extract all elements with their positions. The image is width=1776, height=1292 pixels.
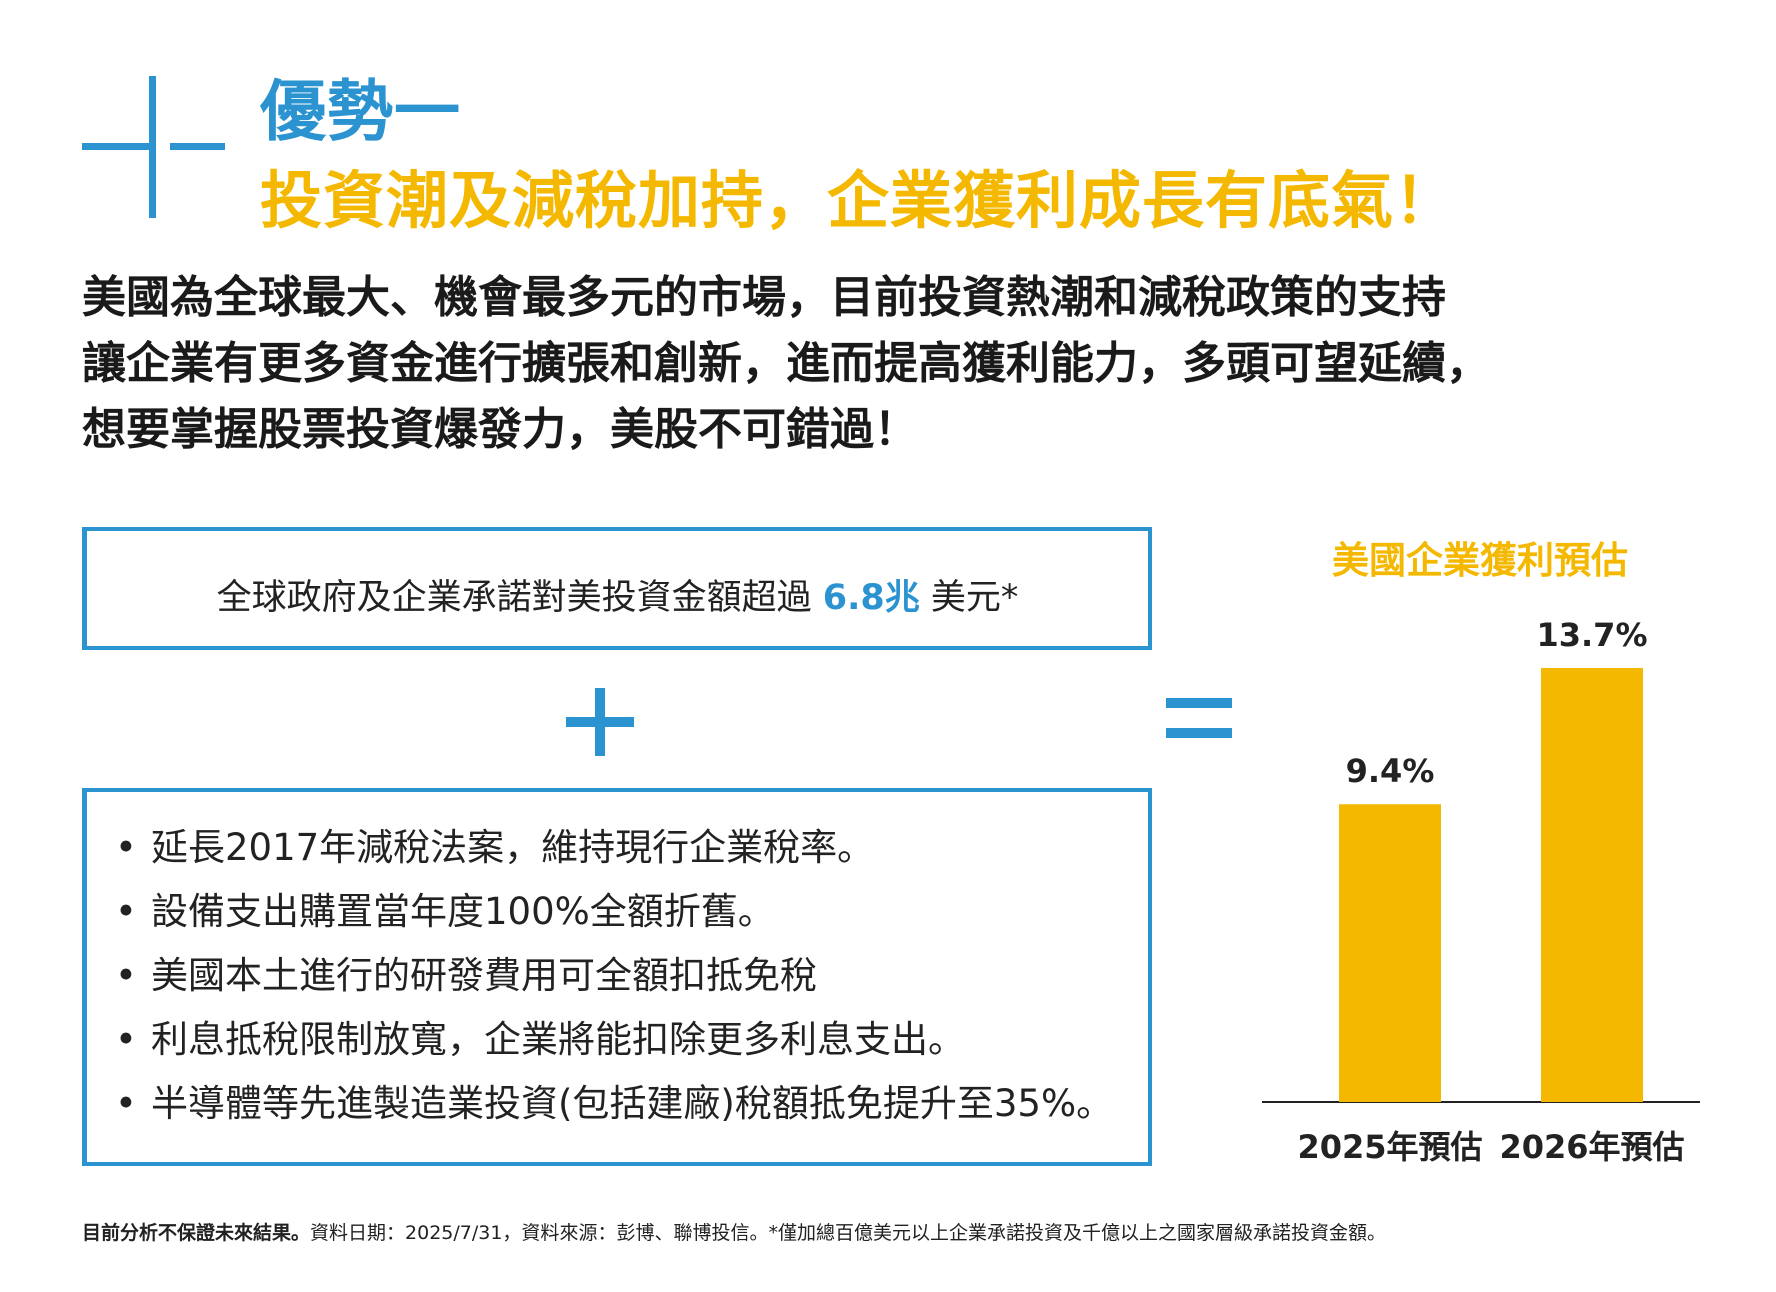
- list-item-text: 設備支出購置當年度100%全額折舊。: [151, 890, 775, 933]
- plus-icon: [566, 688, 634, 756]
- intro-line: 美國為全球最大、機會最多元的市場，目前投資熱潮和減稅政策的支持: [82, 272, 1446, 323]
- corner-mark-right-horizontal: [170, 143, 225, 150]
- investment-box: 全球政府及企業承諾對美投資金額超過 6.8兆 美元*: [82, 527, 1152, 650]
- footnote-source: 資料日期：2025/7/31，資料來源：彭博、聯博投信。*僅加總百億美元以上企業…: [310, 1222, 1386, 1244]
- bullet-icon: •: [115, 1018, 137, 1061]
- list-item: • 設備支出購置當年度100%全額折舊。: [115, 880, 1113, 944]
- list-item-text: 延長2017年減稅法案，維持現行企業稅率。: [151, 826, 875, 869]
- category-label: 2026年預估: [1499, 1128, 1684, 1166]
- page-title: 優勢一: [260, 73, 461, 150]
- investment-text: 全球政府及企業承諾對美投資金額超過 6.8兆 美元*: [87, 569, 1148, 620]
- bullet-icon: •: [115, 826, 137, 869]
- category-label: 2025年預估: [1297, 1128, 1482, 1166]
- data-label: 9.4%: [1346, 752, 1435, 790]
- investment-prefix: 全球政府及企業承諾對美投資金額超過: [216, 578, 823, 618]
- earnings-bar-chart: 9.4% 2025年預估 13.7% 2026年預估: [1262, 616, 1700, 1166]
- list-item: • 半導體等先進製造業投資(包括建廠)稅額抵免提升至35%。: [115, 1072, 1113, 1136]
- investment-suffix: 美元*: [919, 578, 1019, 618]
- corner-mark-vertical: [149, 76, 156, 218]
- corner-mark-left-horizontal: [82, 143, 149, 150]
- bullet-icon: •: [115, 890, 137, 933]
- list-item-text: 美國本土進行的研發費用可全額扣抵免稅: [151, 954, 817, 997]
- bar-1: [1339, 804, 1441, 1102]
- list-item: • 延長2017年減稅法案，維持現行企業稅率。: [115, 816, 1113, 880]
- list-item-text: 半導體等先進製造業投資(包括建廠)稅額抵免提升至35%。: [151, 1082, 1114, 1125]
- list-item-text: 利息抵稅限制放寬，企業將能扣除更多利息支出。: [151, 1018, 965, 1061]
- page-subtitle: 投資潮及減稅加持，企業獲利成長有底氣！: [260, 164, 1458, 237]
- equals-icon: [1166, 698, 1232, 738]
- list-item: • 美國本土進行的研發費用可全額扣抵免稅: [115, 944, 1113, 1008]
- bullet-icon: •: [115, 954, 137, 997]
- investment-amount: 6.8兆: [822, 578, 920, 618]
- data-label: 13.7%: [1536, 616, 1647, 654]
- footnote-disclaimer: 目前分析不保證未來結果。: [82, 1222, 311, 1244]
- chart-title: 美國企業獲利預估: [1332, 539, 1628, 582]
- intro-paragraph: 美國為全球最大、機會最多元的市場，目前投資熱潮和減稅政策的支持 讓企業有更多資金…: [82, 265, 1722, 463]
- bar-2: [1541, 668, 1643, 1102]
- bullet-icon: •: [115, 1082, 137, 1125]
- list-item: • 利息抵稅限制放寬，企業將能扣除更多利息支出。: [115, 1008, 1113, 1072]
- tax-policy-list: • 延長2017年減稅法案，維持現行企業稅率。 • 設備支出購置當年度100%全額折…: [115, 816, 1113, 1136]
- tax-policy-box: • 延長2017年減稅法案，維持現行企業稅率。 • 設備支出購置當年度100%全額折…: [82, 788, 1152, 1166]
- intro-line: 想要掌握股票投資爆發力，美股不可錯過！: [82, 404, 918, 455]
- intro-line: 讓企業有更多資金進行擴張和創新，進而提高獲利能力，多頭可望延續，: [82, 338, 1490, 389]
- footnote: 目前分析不保證未來結果。資料日期：2025/7/31，資料來源：彭博、聯博投信。…: [82, 1218, 1386, 1245]
